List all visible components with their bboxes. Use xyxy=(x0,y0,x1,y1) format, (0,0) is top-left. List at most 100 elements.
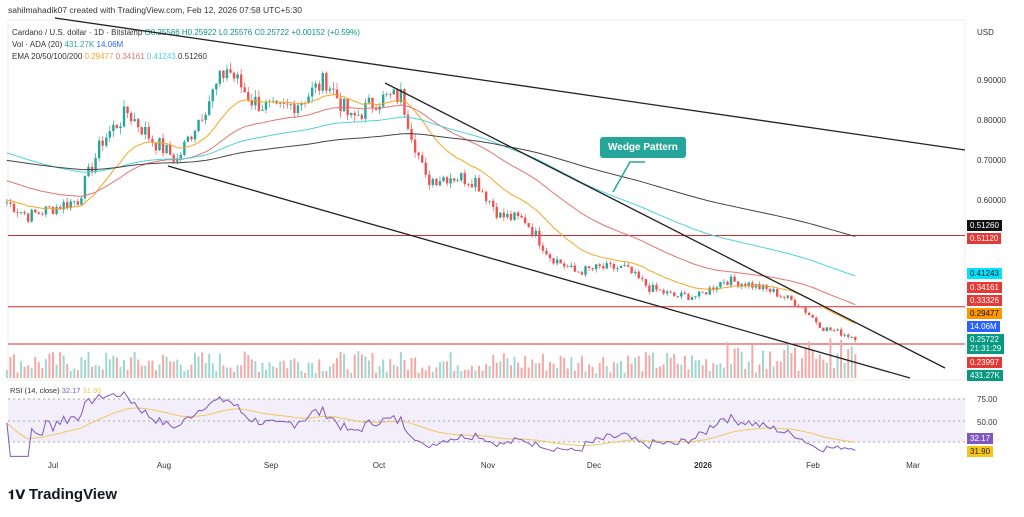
candle-body xyxy=(804,307,807,313)
volume-bar xyxy=(634,357,637,378)
candle-body xyxy=(403,89,406,115)
volume-bar xyxy=(417,372,420,378)
volume-legend[interactable]: Vol · ADA (20) 431.27K 14.06M xyxy=(12,40,123,49)
candle-body xyxy=(69,201,72,209)
volume-bar xyxy=(467,369,470,378)
volume-bar xyxy=(176,359,179,378)
volume-bar xyxy=(584,371,587,378)
volume-bar xyxy=(144,365,147,378)
volume-bar xyxy=(722,367,725,378)
price-badge: 0.51260 xyxy=(967,220,1002,231)
volume-bar xyxy=(694,360,697,378)
volume-bar xyxy=(94,365,97,378)
candle-body xyxy=(729,276,733,286)
candle-body xyxy=(396,89,399,103)
candle-body xyxy=(800,306,804,308)
candle-body xyxy=(783,296,786,298)
ema200-value: 0.51260 xyxy=(177,52,207,61)
volume-bar xyxy=(843,363,846,378)
candle-body xyxy=(669,291,672,293)
candle-body xyxy=(346,98,349,116)
candle-body xyxy=(680,292,683,297)
candle-body xyxy=(179,154,182,159)
rsi-label: RSI (14, close) xyxy=(10,386,60,395)
candle-body xyxy=(12,203,16,213)
symbol[interactable]: Cardano / U.S. dollar · 1D · Bitstamp xyxy=(12,28,143,37)
y-tick-label: 0.80000 xyxy=(977,116,1006,125)
volume-bar xyxy=(740,351,743,378)
candle-body xyxy=(520,215,523,218)
x-tick-label: Nov xyxy=(481,461,495,470)
candle-body xyxy=(73,201,76,203)
volume-bar xyxy=(34,356,37,378)
volume-bar xyxy=(321,370,324,378)
ema50-value: 0.34161 xyxy=(115,52,145,61)
rsi-value: 32.17 xyxy=(61,386,81,395)
volume-bar xyxy=(179,364,182,378)
x-tick-label: Mar xyxy=(906,461,920,470)
volume-bar xyxy=(609,372,612,378)
price-badge: 14.06M xyxy=(967,321,1000,332)
candle-body xyxy=(229,69,232,73)
trendline xyxy=(167,165,911,379)
volume-bar xyxy=(506,358,509,378)
volume-bar xyxy=(801,358,804,378)
volume-bar xyxy=(470,365,473,378)
volume-bar xyxy=(343,353,346,378)
candle-body xyxy=(651,284,655,292)
candle-body xyxy=(481,191,484,193)
candle-body xyxy=(353,112,356,116)
volume-bar xyxy=(786,343,789,378)
candle-body xyxy=(105,137,108,146)
tradingview-logo[interactable]: 𝟏𝗩 TradingView xyxy=(8,486,117,503)
volume-bar xyxy=(172,361,175,378)
candle-body xyxy=(513,212,516,220)
volume-bar xyxy=(790,353,793,378)
candle-body xyxy=(467,183,470,185)
candle-body xyxy=(445,177,449,184)
volume-bar xyxy=(641,371,644,378)
candle-body xyxy=(548,254,552,259)
candle-body xyxy=(172,154,175,162)
candle-body xyxy=(51,206,55,214)
candle-body xyxy=(389,94,392,96)
volume-bar xyxy=(151,360,154,378)
tradingview-logo-icon: 𝟏𝗩 xyxy=(8,487,29,502)
candle-body xyxy=(811,315,814,318)
candle-body xyxy=(122,106,126,127)
candle-body xyxy=(357,114,360,116)
rsi-line xyxy=(6,391,856,457)
rsi-legend[interactable]: RSI (14, close) 32.17 31.90 xyxy=(10,386,101,395)
price-badge: 0.51120 xyxy=(967,233,1002,244)
volume-bar xyxy=(311,362,314,378)
ema-200-line xyxy=(6,133,856,238)
candle-body xyxy=(247,92,250,101)
volume-bar xyxy=(257,371,260,378)
volume-bar xyxy=(233,371,236,378)
volume-bar xyxy=(66,363,69,378)
candle-body xyxy=(747,282,750,287)
candle-body xyxy=(26,213,30,222)
volume-bar xyxy=(825,362,828,378)
rsi-tick-label: 50.00 xyxy=(977,418,998,427)
callout-pointer xyxy=(612,161,645,193)
candle-body xyxy=(168,144,172,155)
volume-bar xyxy=(492,355,495,378)
volume-bar xyxy=(733,348,736,378)
candle-body xyxy=(594,264,598,270)
wedge-pattern-callout[interactable]: Wedge Pattern xyxy=(600,137,686,158)
price-badge: 0.29477 xyxy=(967,308,1002,319)
volume-bar xyxy=(847,349,850,378)
volume-bar xyxy=(833,368,835,378)
candle-body xyxy=(261,109,264,111)
ema-legend[interactable]: EMA 20/50/100/200 0.29477 0.34161 0.4124… xyxy=(12,52,207,61)
volume-bar xyxy=(346,369,349,378)
candle-body xyxy=(712,287,715,290)
candle-body xyxy=(697,291,701,297)
credit-text: sahilmahadik07 created with TradingView.… xyxy=(8,5,302,15)
candle-body xyxy=(523,217,527,224)
volume-bar xyxy=(243,351,246,378)
volume-bar xyxy=(488,366,491,378)
candle-body xyxy=(286,103,289,105)
volume-bar xyxy=(9,356,12,378)
